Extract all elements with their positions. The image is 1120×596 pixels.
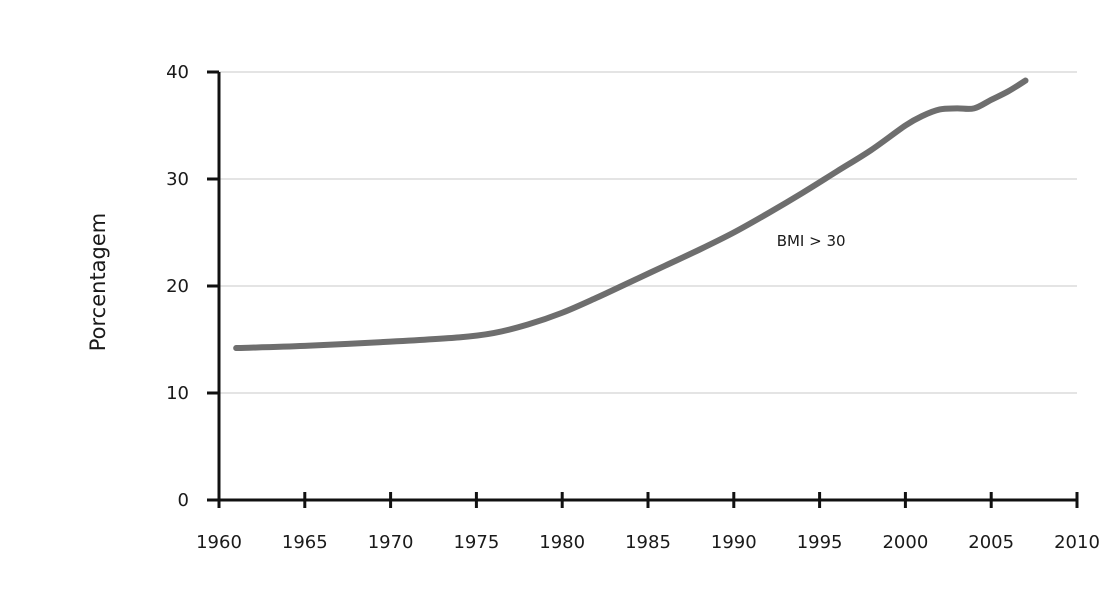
- x-tick-label: 1985: [625, 532, 671, 553]
- x-tick-label: 1965: [282, 532, 328, 553]
- y-tick-label: 10: [166, 383, 189, 404]
- x-tick-label: 2000: [882, 532, 928, 553]
- x-axis-ticks: 1960 1965 1970 1975 1980 1985 1990 1995 2000 2005…: [196, 492, 1100, 553]
- y-tick-label: 20: [166, 276, 189, 297]
- y-tick-label: 40: [166, 62, 189, 83]
- annotations: BMI > 30: [777, 232, 846, 250]
- x-tick-label: 2010: [1054, 532, 1100, 553]
- y-axis-ticks: 0 10 20 30 40: [166, 62, 219, 511]
- x-tick-label: 2005: [968, 532, 1014, 553]
- x-tick-label: 1995: [797, 532, 843, 553]
- y-axis-label: Porcentagem: [86, 213, 110, 352]
- x-tick-label: 1970: [368, 532, 414, 553]
- grid-lines: [219, 71, 1077, 394]
- x-tick-label: 1960: [196, 532, 242, 553]
- x-tick-label: 1975: [453, 532, 499, 553]
- series-line-0: [233, 77, 1029, 352]
- x-tick-label: 1990: [711, 532, 757, 553]
- y-tick-label: 0: [178, 490, 189, 511]
- x-tick-label: 1980: [539, 532, 585, 553]
- series-annotation: BMI > 30: [777, 232, 846, 250]
- series-layer: [233, 77, 1029, 352]
- y-tick-label: 30: [166, 169, 189, 190]
